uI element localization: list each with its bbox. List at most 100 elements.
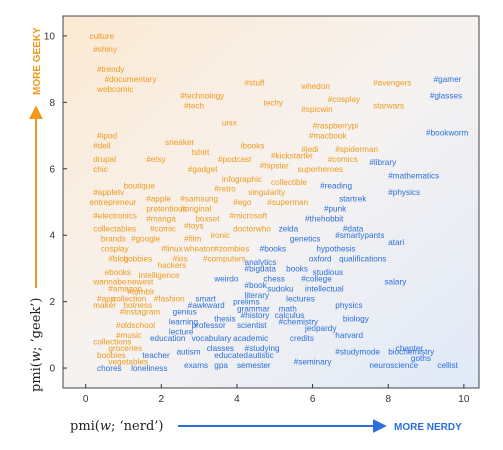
word-point: atari [388, 238, 404, 247]
word-point: boobies [97, 351, 126, 360]
word-point: vocabulary [192, 334, 233, 343]
word-point: collections [93, 338, 131, 347]
word-point: chic [93, 165, 108, 174]
word-point: #ipod [97, 132, 117, 141]
word-point: #studying [245, 344, 280, 353]
word-point: #computers [203, 254, 246, 263]
word-point: #film [184, 235, 201, 244]
word-point: genius [173, 308, 197, 317]
word-point: #appletv [93, 188, 125, 197]
word-point: #blog [108, 254, 128, 263]
word-point: exams [184, 361, 208, 370]
word-point: #seminary [294, 357, 333, 366]
word-point: groceries [108, 344, 142, 353]
word-point: #manga [146, 215, 176, 224]
word-point: #retro [214, 185, 236, 194]
word-point: webcomic [96, 85, 133, 94]
y-tick-label: 8 [49, 98, 55, 109]
word-point: #stuff [245, 78, 266, 87]
word-point: literary [245, 291, 270, 300]
word-point: #dell [93, 142, 110, 151]
word-point: entrepreneur [89, 198, 136, 207]
x-tick-label: 10 [458, 394, 470, 405]
word-point: #jedi [301, 145, 318, 154]
word-point: startrek [339, 195, 367, 204]
nerdy-direction-label: MORE NERDY [394, 422, 462, 433]
word-point: #etsy [146, 155, 166, 164]
word-point: ibooks [241, 142, 265, 151]
word-point: ironic [210, 231, 230, 240]
word-point: oxford [309, 254, 332, 263]
word-point: #spiderman [335, 145, 378, 154]
word-point: teacher [142, 351, 170, 360]
word-point: collectible [271, 178, 307, 187]
word-point: boutique [124, 181, 156, 190]
word-point: learning [169, 318, 199, 327]
x-tick-label: 0 [83, 394, 89, 405]
word-point: doctorwho [233, 225, 271, 234]
word-point: #tumblr [127, 288, 155, 297]
word-point: starwars [373, 102, 404, 111]
word-point: prelims [233, 298, 259, 307]
word-points: culture #shiny #trendy#documentarywebcomic… [89, 32, 468, 373]
word-point: vegetables [108, 357, 148, 366]
word-point: biochemistry [388, 347, 435, 356]
x-axis-label: pmi(w; ‘nerd’) [70, 419, 163, 434]
word-point: loneliness [131, 364, 167, 373]
word-point: #thehobbit [305, 215, 344, 224]
word-point: #documentary [105, 75, 158, 84]
word-point: superheroes [297, 165, 343, 174]
word-point: #ego [233, 198, 252, 207]
word-point: physics [335, 301, 362, 310]
word-point: #reading [320, 181, 352, 190]
word-point: qualifications [339, 254, 386, 263]
word-point: #library [369, 158, 397, 167]
word-point: culture [89, 32, 114, 41]
word-point: #book [245, 281, 268, 290]
word-point: collection [112, 294, 147, 303]
word-point: tshirt [192, 148, 210, 157]
word-point: chess [263, 274, 284, 283]
word-point: #comic [150, 225, 176, 234]
word-point: newest [127, 278, 154, 287]
word-point: hackers [158, 261, 187, 270]
word-point: boxset [195, 215, 220, 224]
word-point: education [150, 334, 186, 343]
word-point: #linux [161, 245, 182, 254]
word-point: scientist [237, 321, 267, 330]
x-tick-label: 8 [385, 394, 391, 405]
word-point: #hipster [260, 161, 289, 170]
word-point: #toys [184, 221, 204, 230]
word-point: #gamer [434, 75, 462, 84]
word-point: classes [207, 344, 234, 353]
word-point: #instagram [120, 308, 161, 317]
word-point: collectables [93, 225, 136, 234]
word-point: #podcast [218, 155, 252, 164]
word-point: #studymode [335, 347, 380, 356]
word-point: #bigdata [245, 264, 277, 273]
word-point: pretentious [146, 205, 187, 214]
word-point: lecture [169, 328, 194, 337]
word-point: studious [313, 268, 344, 277]
word-point: intelligence [139, 271, 180, 280]
word-point: #original [180, 205, 211, 214]
word-point: #oldschool [116, 321, 155, 330]
word-point: autistic [248, 351, 273, 360]
word-point: chores [97, 364, 122, 373]
word-point: brands [101, 235, 126, 244]
word-point: academic [233, 334, 268, 343]
word-point: ebooks [105, 268, 131, 277]
word-point: #amazon [108, 284, 142, 293]
word-point: #technology [180, 92, 225, 101]
word-point: salary [384, 278, 407, 287]
word-point: sneaker [165, 138, 194, 147]
word-point: #trendy [97, 65, 125, 74]
word-point: maker [93, 301, 116, 310]
word-point: lectures [286, 294, 315, 303]
word-point: hypothesis [316, 245, 355, 254]
word-point: #microsoft [229, 211, 267, 220]
word-point: goths [411, 354, 431, 363]
y-axis-ticks: 0 2 4 6 8 10 [44, 31, 67, 375]
word-point: intellectual [305, 284, 344, 293]
word-point: grammar [237, 304, 270, 313]
